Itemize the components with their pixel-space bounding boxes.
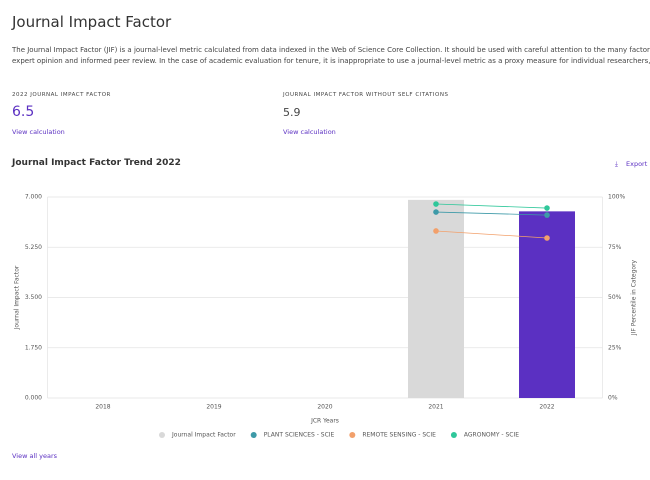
y2-tick-label: 0% (608, 395, 618, 402)
metric-label: JOURNAL IMPACT FACTOR WITHOUT SELF CITAT… (283, 92, 449, 98)
page-title: Journal Impact Factor (12, 13, 172, 31)
series-line (435, 203, 548, 209)
legend-label: AGRONOMY - SCIE (464, 432, 519, 439)
bar (519, 211, 575, 398)
series-line (435, 211, 548, 216)
y2-tick-label: 75% (608, 244, 622, 251)
x-tick-label: 2019 (206, 404, 221, 411)
legend-swatch (250, 432, 257, 438)
y2-tick-label: 25% (608, 344, 622, 351)
point (433, 201, 439, 207)
description: expert opinion and informed peer review.… (12, 57, 650, 65)
series-line (435, 230, 548, 239)
legend-label: Journal Impact Factor (171, 432, 236, 439)
y-tick-label: 3.500 (25, 294, 42, 301)
legend-label: REMOTE SENSING - SCIE (362, 432, 436, 439)
x-tick-label: 2021 (428, 404, 443, 411)
legend-swatch (159, 432, 165, 438)
point (433, 228, 439, 234)
x-axis-title: JCR Years (310, 418, 339, 425)
chart-title: Journal Impact Factor Trend 2022 (12, 158, 181, 168)
point (544, 235, 550, 241)
point (544, 205, 550, 211)
x-tick-label: 2018 (95, 404, 110, 411)
y-tick-label: 1.750 (25, 344, 42, 351)
x-tick-label: 2022 (539, 404, 554, 411)
legend-swatch (349, 432, 356, 438)
y-tick-label: 7.000 (25, 194, 42, 201)
view-calculation[interactable]: View calculation (283, 128, 336, 136)
metric-value: 5.9 (283, 106, 301, 119)
x-tick-label: 2020 (317, 404, 332, 411)
metric-value: 6.5 (12, 104, 35, 120)
view-calculation[interactable]: View calculation (12, 128, 65, 136)
y-axis-title: Journal Impact Factor (14, 265, 21, 330)
y2-axis-title: JIF Percentile in Category (631, 259, 638, 336)
legend-swatch (450, 432, 457, 438)
metric-label: 2022 JOURNAL IMPACT FACTOR (12, 92, 111, 98)
legend-label: PLANT SCIENCES - SCIE (264, 432, 335, 439)
point (544, 212, 550, 218)
y2-tick-label: 100% (608, 194, 625, 201)
point (433, 209, 439, 215)
view-all-years[interactable]: View all years (12, 452, 58, 460)
y-tick-label: 0.000 (25, 395, 42, 402)
export-icon[interactable]: ⤓ (615, 160, 618, 168)
description: The Journal Impact Factor (JIF) is a jou… (12, 46, 650, 54)
y2-tick-label: 50% (608, 294, 622, 301)
y-tick-label: 5.250 (25, 244, 42, 251)
export[interactable]: Export (626, 160, 648, 168)
